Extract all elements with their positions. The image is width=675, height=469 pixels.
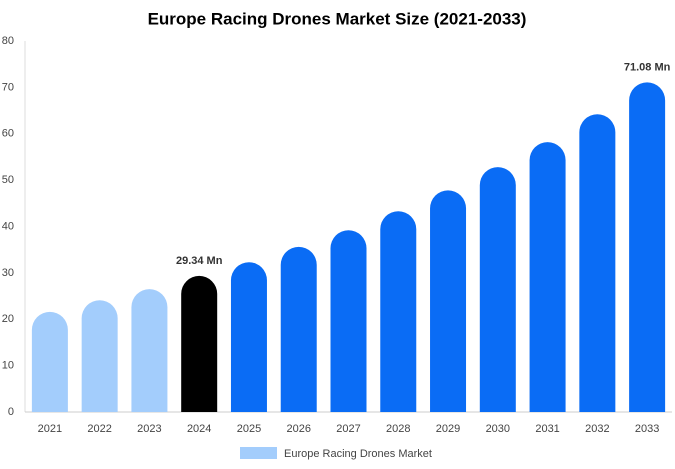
y-tick-label: 50 — [2, 174, 14, 186]
y-tick-label: 70 — [2, 81, 14, 93]
y-tick-label: 20 — [2, 313, 14, 325]
x-tick-label: 2026 — [286, 423, 310, 435]
bar — [380, 211, 417, 412]
y-tick-label: 40 — [2, 220, 14, 232]
x-tick-label: 2033 — [635, 423, 659, 435]
bar — [131, 289, 168, 412]
x-tick-label: 2031 — [535, 423, 559, 435]
legend-swatch — [240, 447, 277, 459]
y-tick-label: 0 — [8, 406, 14, 418]
x-tick-label: 2027 — [336, 423, 360, 435]
legend-label: Europe Racing Drones Market — [284, 448, 432, 460]
bar — [629, 82, 666, 412]
x-tick-label: 2021 — [38, 423, 62, 435]
chart-title: Europe Racing Drones Market Size (2021-2… — [148, 9, 527, 28]
x-tick-label: 2024 — [187, 423, 211, 435]
x-tick-label: 2023 — [137, 423, 161, 435]
value-label: 29.34 Mn — [176, 255, 223, 267]
x-tick-label: 2030 — [486, 423, 510, 435]
bar — [430, 190, 467, 412]
bar — [81, 300, 118, 412]
x-tick-label: 2022 — [87, 423, 111, 435]
y-tick-label: 80 — [2, 35, 14, 47]
x-tick-label: 2028 — [386, 423, 410, 435]
bar — [230, 262, 267, 412]
x-tick-label: 2032 — [585, 423, 609, 435]
bar — [579, 114, 616, 412]
value-label: 71.08 Mn — [624, 61, 671, 73]
bar — [31, 311, 68, 412]
bar — [181, 275, 218, 412]
x-tick-label: 2025 — [237, 423, 261, 435]
x-tick-label: 2029 — [436, 423, 460, 435]
bar — [280, 246, 317, 412]
bar — [479, 167, 516, 412]
y-tick-label: 60 — [2, 128, 14, 140]
y-tick-label: 30 — [2, 267, 14, 279]
bar — [330, 230, 367, 412]
y-tick-label: 10 — [2, 360, 14, 372]
bar — [529, 142, 566, 412]
